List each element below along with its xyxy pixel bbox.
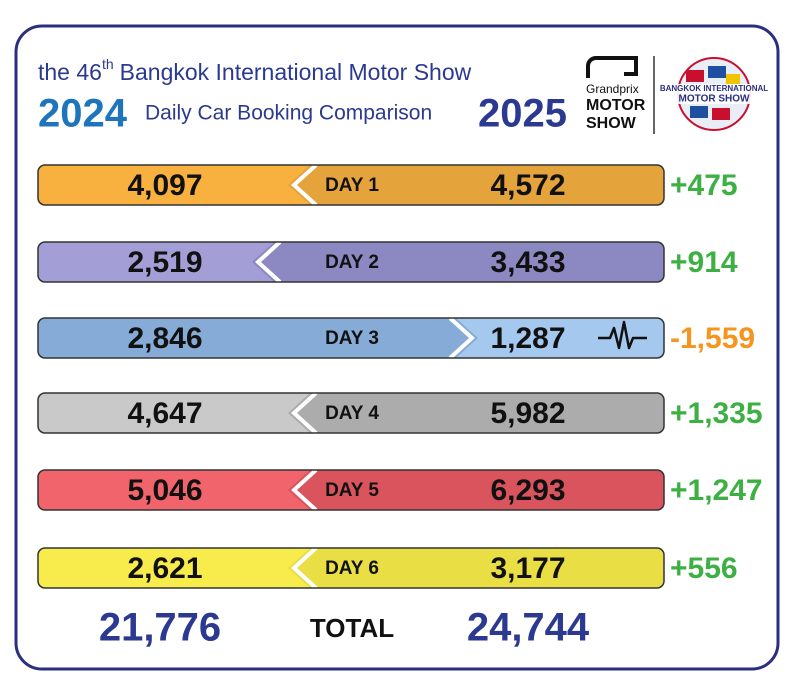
logo-text: MOTOR: [586, 97, 646, 114]
row-right: [288, 548, 664, 588]
change: +1,247: [670, 474, 763, 507]
year-right: 2025: [478, 92, 567, 136]
value-left: 2,519: [127, 246, 202, 279]
row: [38, 393, 664, 433]
logo-text: MOTOR SHOW: [679, 94, 750, 105]
subtitle: Daily Car Booking Comparison: [145, 102, 432, 125]
chevron: [291, 165, 318, 205]
day-label: DAY 2: [325, 252, 379, 273]
row-right: [252, 242, 664, 282]
chevron: [291, 470, 318, 510]
value-right: 4,572: [490, 169, 565, 202]
year-left: 2024: [38, 92, 128, 136]
logo-band: [666, 84, 762, 104]
flag: [690, 106, 708, 118]
chevron: [448, 318, 475, 358]
row-border: [37, 547, 665, 589]
row: [38, 318, 664, 358]
value-right: 3,177: [490, 552, 565, 585]
logo-text: SHOW: [586, 115, 637, 132]
logo-text: BANGKOK INTERNATIONAL: [660, 84, 768, 93]
change: +475: [670, 169, 738, 202]
flag: [708, 66, 726, 78]
flag: [712, 108, 730, 120]
change: +556: [670, 552, 738, 585]
row-right: [288, 393, 664, 433]
flag: [726, 74, 740, 84]
row-right: [288, 165, 664, 205]
title: the 46th Bangkok International Motor Show: [38, 56, 472, 85]
row-border: [37, 241, 665, 283]
value-right: 6,293: [490, 474, 565, 507]
row-right: [456, 318, 664, 358]
value-right: 5,982: [490, 397, 565, 430]
day-label: DAY 3: [325, 328, 379, 349]
logo-mark: [586, 56, 638, 78]
row: [38, 548, 664, 588]
value-left: 2,846: [127, 322, 202, 355]
change: -1,559: [670, 322, 755, 355]
row-border: [37, 317, 665, 359]
day-label: DAY 6: [325, 558, 379, 579]
day-label: DAY 1: [325, 175, 379, 196]
flag: [686, 70, 704, 82]
value-right: 1,287: [490, 322, 565, 355]
row-right: [288, 470, 664, 510]
value-left: 4,097: [127, 169, 202, 202]
change: +914: [670, 246, 738, 279]
value-left: 5,046: [127, 474, 202, 507]
row-border: [37, 469, 665, 511]
chevron: [291, 393, 318, 433]
total-label: TOTAL: [310, 613, 394, 643]
value-right: 3,433: [490, 246, 565, 279]
title-prefix: the 46: [38, 59, 102, 85]
title-sup: th: [102, 56, 114, 72]
value-left: 4,647: [127, 397, 202, 430]
row: [38, 242, 664, 282]
change: +1,335: [670, 397, 763, 430]
day-label: DAY 5: [325, 480, 379, 501]
heartbeat-icon: [598, 320, 647, 350]
value-left: 2,621: [127, 552, 202, 585]
total-right: 24,744: [467, 606, 590, 650]
logo-text: Grandprix: [586, 82, 639, 96]
title-rest: Bangkok International Motor Show: [120, 59, 472, 85]
total-left: 21,776: [99, 606, 221, 650]
day-label: DAY 4: [325, 403, 379, 424]
row: [38, 470, 664, 510]
row-border: [37, 164, 665, 206]
row-border: [37, 392, 665, 434]
row: [38, 165, 664, 205]
chevron: [291, 548, 318, 588]
chevron: [255, 242, 282, 282]
